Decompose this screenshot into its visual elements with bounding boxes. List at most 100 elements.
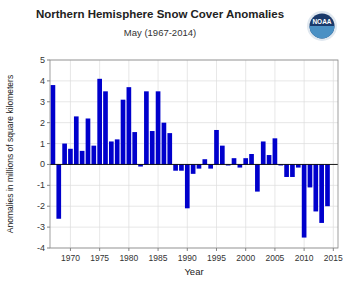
tick-label-y: 2 [40,118,45,128]
bar [302,164,307,237]
bar [91,146,96,165]
tick-x [304,248,305,251]
bar [103,91,108,164]
bar [232,158,237,164]
tick-label-x: 1970 [61,253,80,263]
tick-label-x: 1980 [119,253,138,263]
bar [214,130,219,164]
tick-label-y: -4 [37,243,45,253]
logo-disc [310,14,335,39]
bar [325,164,330,206]
tick-x [274,248,275,251]
bar [267,155,272,164]
tick-x [128,248,129,251]
grid-line-y [50,164,338,165]
tick-x [187,248,188,251]
tick-y [47,60,50,61]
tick-label-x: 2005 [265,253,284,263]
bar [86,118,91,164]
logo: NOAA [307,11,337,41]
chart: Northern Hemisphere Snow Cover Anomalies… [0,0,350,285]
bar [80,151,85,165]
bar [127,87,132,164]
tick-y [47,80,50,81]
tick-label-y: -2 [37,201,45,211]
x-axis-label: Year [184,266,203,277]
tick-y [47,248,50,249]
bar [109,141,114,164]
grid-line-y [50,185,338,186]
tick-x [99,248,100,251]
grid-line-y [50,206,338,207]
tick-label-y: -3 [37,222,45,232]
tick-label-x: 1995 [207,253,226,263]
bar [162,123,167,165]
tick-y [47,101,50,102]
annotation: NOAA [312,18,331,25]
bar [319,164,324,222]
bar [290,164,295,177]
tick-y [47,143,50,144]
bar [68,149,73,165]
bar [202,159,207,164]
grid-line-y [50,227,338,228]
bar [179,164,184,170]
plot-frame [50,60,338,248]
bar [132,132,137,164]
bar [238,164,243,167]
bar [313,164,318,211]
bar [208,164,213,168]
bar [284,164,289,177]
bar [185,164,190,208]
tick-label-x: 2015 [324,253,343,263]
y-axis-label: Anomalies in millions of square kilomete… [5,75,15,233]
tick-label-y: -1 [37,180,45,190]
bar [273,138,278,164]
tick-x [216,248,217,251]
grid-line-x [245,60,246,248]
bar [296,164,301,167]
tick-label-y: 5 [40,55,45,65]
bar [121,100,126,165]
logo-wave [310,26,335,39]
tick-y [47,164,50,165]
tick-x [245,248,246,251]
logo-ring [307,11,337,41]
bar [220,146,225,165]
tick-x [333,248,334,251]
bar [173,164,178,170]
bar [74,116,79,164]
bar [62,144,67,165]
tick-label-y: 3 [40,97,45,107]
grid-line-y [50,101,338,102]
title: Northern Hemisphere Snow Cover Anomalies [36,8,284,20]
bar [197,164,202,168]
bar [255,164,260,191]
bar [156,91,161,164]
tick-x [158,248,159,251]
tick-label-y: 4 [40,76,45,86]
tick-y [47,206,50,207]
zero-line [50,164,338,165]
tick-y [47,227,50,228]
tick-label-x: 1990 [178,253,197,263]
bar [51,85,56,164]
grid-line-y [50,80,338,81]
bar [243,158,248,164]
tick-label-x: 2010 [295,253,314,263]
bars [51,79,330,238]
tick-x [70,248,71,251]
tick-label-x: 1975 [90,253,109,263]
subtitle: May (1967-2014) [124,27,196,38]
bar [150,131,155,164]
grid-line-x [187,60,188,248]
bar [56,164,61,218]
bar [308,164,313,187]
grid-line-y [50,122,338,123]
bar [144,91,149,164]
tick-y [47,122,50,123]
tick-label-x: 1985 [149,253,168,263]
bar [261,141,266,164]
bar [115,139,120,164]
grid-line-y [50,143,338,144]
